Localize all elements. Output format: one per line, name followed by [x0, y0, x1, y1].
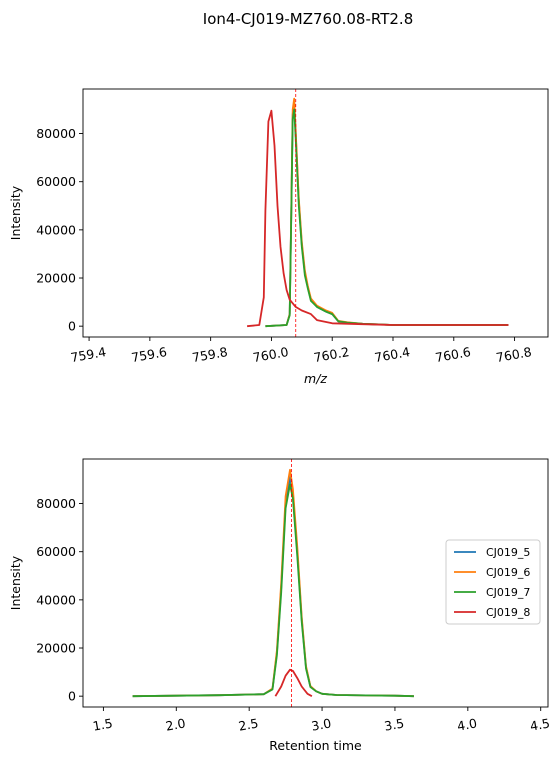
y-tick-label: 60000 [36, 174, 76, 189]
legend-box [445, 539, 541, 625]
y-axis-label: Intensity [8, 555, 23, 610]
top-chart-mz: 0 20000 40000 60000 80000 759.4 759.6 759.8 760.… [8, 88, 549, 386]
y-tick-label: 0 [68, 689, 76, 704]
x-tick-label: 760.4 [373, 344, 411, 365]
series-line-CJ019_7 [265, 108, 509, 328]
legend: CJ019_5 CJ019_6 CJ019_7 CJ019_8 [445, 539, 541, 625]
x-tick-label: 4.0 [456, 715, 478, 733]
y-axis-label: Intensity [8, 185, 23, 240]
x-axis-label: m/z [304, 371, 327, 386]
series-line-CJ019_5 [132, 476, 414, 698]
series-line-CJ019_7 [132, 483, 414, 698]
axes-frame [82, 88, 549, 338]
x-axis-label: Retention time [269, 738, 362, 753]
y-tick-label: 60000 [36, 544, 76, 559]
y-tick-label: 80000 [36, 496, 76, 511]
series-line-CJ019_6 [265, 97, 509, 328]
axes-frame [82, 458, 549, 708]
x-tick-label: 760.0 [252, 344, 290, 365]
x-tick-label: 760.2 [313, 344, 351, 365]
x-tick-label: 2.0 [164, 715, 186, 733]
x-tick-label: 759.8 [191, 344, 229, 365]
legend-label: CJ019_6 [486, 566, 530, 579]
figure-title: Ion4-CJ019-MZ760.08-RT2.8 [203, 10, 413, 28]
x-tick-label: 3.0 [310, 715, 332, 733]
x-tick-label: 759.4 [69, 344, 107, 365]
legend-label: CJ019_7 [486, 586, 530, 599]
bottom-chart-retention-time: 0 20000 40000 60000 80000 1.5 2.0 2.5 3.0 3.5 4.0 4… [8, 458, 551, 753]
y-tick-label: 40000 [36, 222, 76, 237]
x-tick-label: 760.6 [434, 344, 472, 365]
y-tick-label: 20000 [36, 641, 76, 656]
y-tick-label: 80000 [36, 126, 76, 141]
x-tick-label: 2.5 [237, 715, 259, 733]
y-tick-label: 40000 [36, 592, 76, 607]
x-tick-label: 759.6 [130, 344, 168, 365]
y-tick-label: 20000 [36, 271, 76, 286]
legend-label: CJ019_5 [486, 546, 530, 559]
x-tick-label: 4.5 [529, 715, 551, 733]
series-line-CJ019_8 [247, 109, 509, 328]
legend-label: CJ019_8 [486, 606, 530, 619]
x-tick-label: 1.5 [92, 715, 114, 733]
x-tick-label: 760.8 [495, 344, 533, 365]
series-line-CJ019_6 [132, 468, 414, 698]
series-line-CJ019_8 [274, 668, 313, 697]
x-tick-label: 3.5 [383, 715, 405, 733]
y-tick-label: 0 [68, 319, 76, 334]
series-line-CJ019_5 [265, 101, 509, 328]
